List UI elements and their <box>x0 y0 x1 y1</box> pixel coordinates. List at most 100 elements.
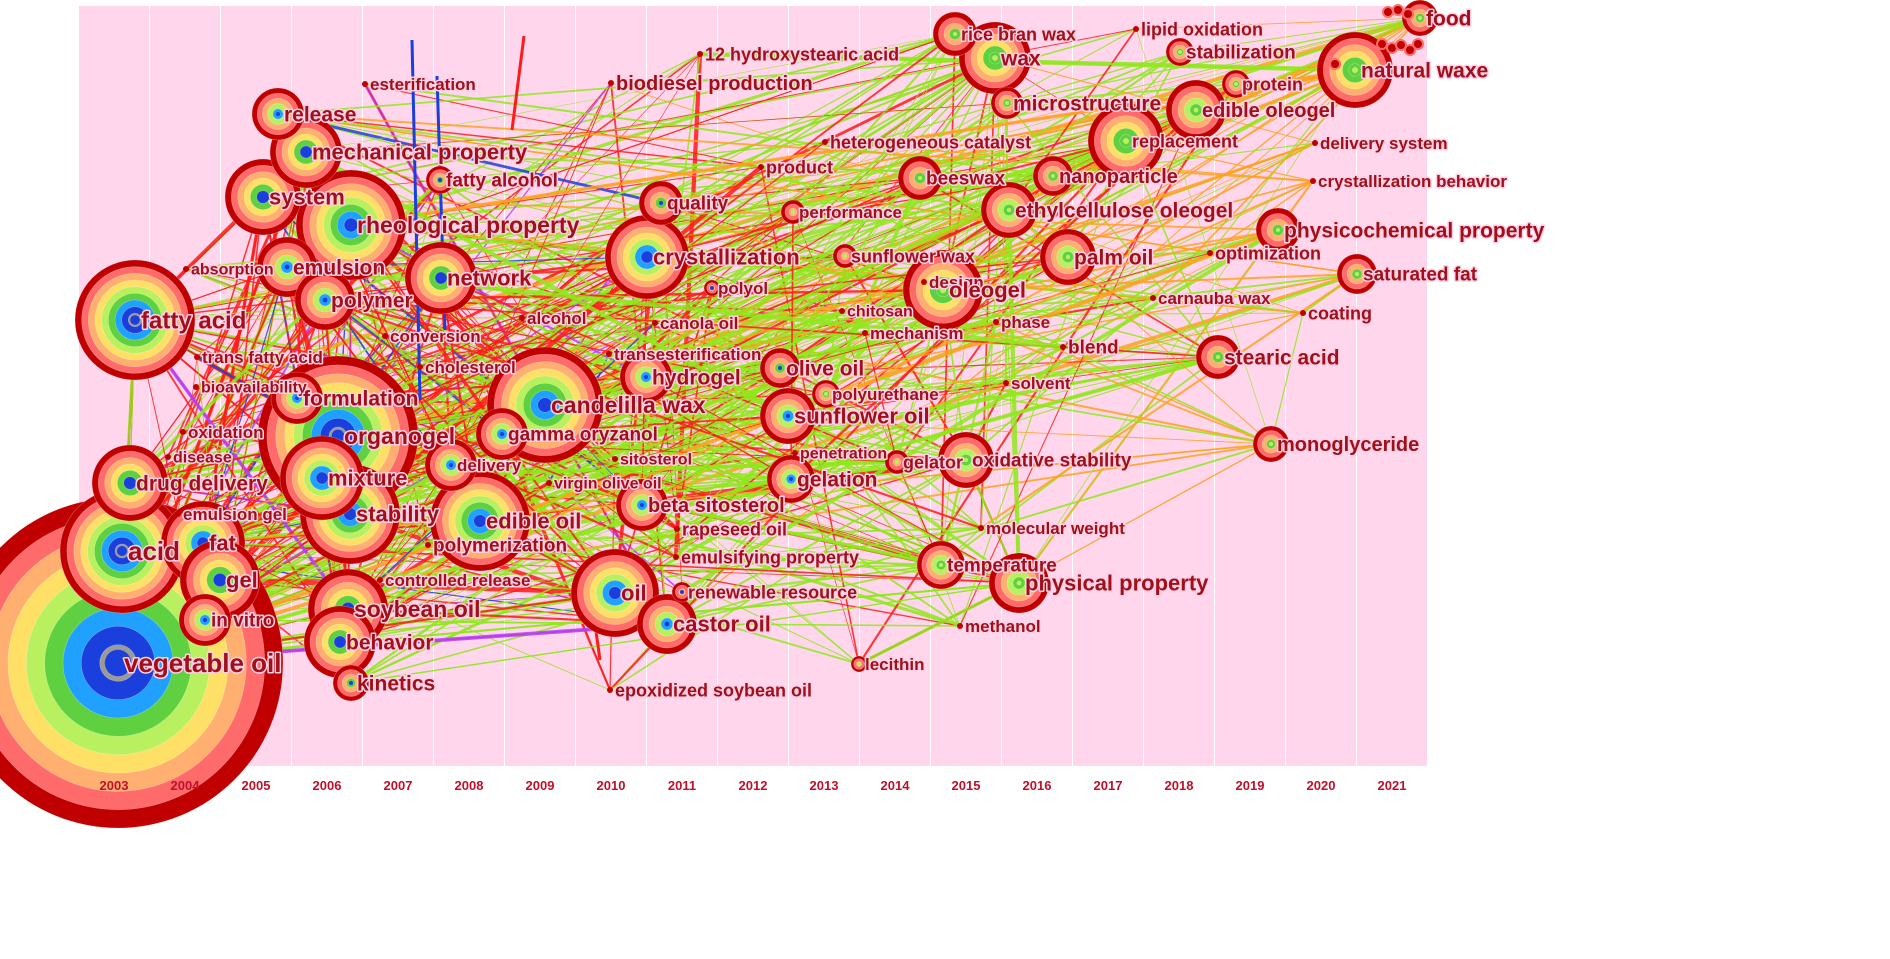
node-physical-property[interactable] <box>988 552 1050 614</box>
node-virgin-olive-oil[interactable] <box>546 480 552 486</box>
node-conversion[interactable] <box>382 333 388 339</box>
node-polymerization[interactable] <box>425 542 431 548</box>
link <box>202 196 264 544</box>
node-polymer[interactable] <box>294 269 356 331</box>
keyword-label-palm-oil: palm oil <box>1074 246 1153 269</box>
node-disease[interactable] <box>165 454 171 460</box>
node-acid[interactable] <box>59 488 185 614</box>
node-ring <box>1133 26 1139 32</box>
node-esterification[interactable] <box>362 81 368 87</box>
node-blend[interactable] <box>1060 344 1066 350</box>
node-penetration[interactable] <box>792 450 798 456</box>
node-absorption[interactable] <box>183 266 189 272</box>
node-oxidative-stability[interactable] <box>937 431 995 489</box>
node-polyurethane[interactable] <box>811 379 841 409</box>
node-product[interactable] <box>758 164 764 170</box>
node-temperature[interactable] <box>916 540 966 590</box>
node-saturated-fat[interactable] <box>1336 253 1378 295</box>
node-transesterification[interactable] <box>606 351 612 357</box>
node-oleogel[interactable] <box>902 249 984 331</box>
node-hydrogel[interactable] <box>619 350 673 404</box>
node-mechanical-property[interactable] <box>269 115 343 189</box>
node-optimization[interactable] <box>1207 250 1213 256</box>
node-rapeseed-oil[interactable] <box>674 526 680 532</box>
node-drug-delivery[interactable] <box>91 444 169 522</box>
node-sunflower-wax[interactable] <box>832 243 858 269</box>
node-physicochemical-property[interactable] <box>1255 207 1301 253</box>
node-fatty-acid[interactable] <box>74 259 196 381</box>
node-ring <box>180 429 186 435</box>
node-oil[interactable] <box>570 548 660 638</box>
node-beta-sitosterol[interactable] <box>615 478 669 532</box>
node-renewable-resource[interactable] <box>671 581 693 603</box>
node-canola-oil[interactable] <box>652 320 658 326</box>
node-oxidation[interactable] <box>180 429 186 435</box>
node-emulsifying-property[interactable] <box>673 554 679 560</box>
node-beeswax[interactable] <box>897 155 943 201</box>
node-epoxidized-soybean-oil[interactable] <box>607 687 613 693</box>
node-wax[interactable] <box>958 21 1032 95</box>
node-stabilization[interactable] <box>1165 37 1195 67</box>
node-castor-oil[interactable] <box>636 593 698 655</box>
node-phase[interactable] <box>993 319 999 325</box>
node-ethylcellulose-oleogel[interactable] <box>980 181 1038 239</box>
node-kinetics[interactable] <box>332 664 370 702</box>
node-heterogeneous-catalyst[interactable] <box>822 139 828 145</box>
node-biodiesel-production[interactable] <box>608 80 614 86</box>
node-chitosan[interactable] <box>839 308 845 314</box>
node-cholesterol[interactable] <box>417 364 423 370</box>
node-gel[interactable] <box>179 539 261 621</box>
node-lipid-oxidation[interactable] <box>1133 26 1139 32</box>
node-trans-fatty-acid[interactable] <box>194 354 200 360</box>
node-protein[interactable] <box>1221 69 1251 99</box>
keyword-label-stability: stability <box>356 502 440 527</box>
node-formulation[interactable] <box>270 371 324 425</box>
node-palm-oil[interactable] <box>1039 228 1097 286</box>
node-coating[interactable] <box>1300 310 1306 316</box>
node-methanol[interactable] <box>957 623 963 629</box>
node-design[interactable] <box>921 279 927 285</box>
node-fatty-alcohol[interactable] <box>425 165 455 195</box>
node-ring <box>377 577 383 583</box>
node-stearic-acid[interactable] <box>1195 334 1241 380</box>
node-mixture[interactable] <box>279 435 365 521</box>
keyword-label-formulation: formulation <box>303 387 419 410</box>
keyword-label-emulsion: emulsion <box>293 256 385 279</box>
node-delivery-system[interactable] <box>1312 140 1318 146</box>
node-delivery[interactable] <box>424 438 478 492</box>
node-12-hydroxystearic-acid[interactable] <box>697 51 703 57</box>
node-polyol[interactable] <box>703 279 721 297</box>
node-emulsion-gel[interactable] <box>175 511 181 517</box>
node-microstructure[interactable] <box>990 86 1024 120</box>
node-edible-oleogel[interactable] <box>1165 79 1227 141</box>
node-in-vitro[interactable] <box>178 593 232 647</box>
node-rice-bran-wax[interactable] <box>932 11 978 57</box>
node-carnauba-wax[interactable] <box>1150 295 1156 301</box>
node-gamma-oryzanol[interactable] <box>475 407 529 461</box>
node-sitosterol[interactable] <box>612 456 618 462</box>
node-replacement[interactable] <box>1087 102 1165 180</box>
node-gelator[interactable] <box>884 449 910 475</box>
node-quality[interactable] <box>638 180 684 226</box>
node-sunflower-oil[interactable] <box>759 387 817 445</box>
node-solvent[interactable] <box>1003 380 1009 386</box>
node-alcohol[interactable] <box>519 315 525 321</box>
node-olive-oil[interactable] <box>759 347 801 389</box>
node-monoglyceride[interactable] <box>1252 425 1290 463</box>
node-edible-oil[interactable] <box>429 470 531 572</box>
node-behavior[interactable] <box>303 605 377 679</box>
node-bioavailability[interactable] <box>193 384 199 390</box>
node-gelation[interactable] <box>766 454 816 504</box>
node-network[interactable] <box>404 241 478 315</box>
node-nanoparticle[interactable] <box>1032 155 1074 197</box>
node-crystallization[interactable] <box>604 214 690 300</box>
node-performance[interactable] <box>780 199 806 225</box>
node-lecithin[interactable] <box>850 655 868 673</box>
node-natural-waxe[interactable] <box>1316 31 1394 109</box>
node-molecular-weight[interactable] <box>978 525 984 531</box>
node-crystallization-behavior[interactable] <box>1310 178 1316 184</box>
node-mechanism[interactable] <box>862 330 868 336</box>
node-release[interactable] <box>251 87 305 141</box>
node-controlled-release[interactable] <box>377 577 383 583</box>
node-rheological-property[interactable] <box>295 169 407 281</box>
